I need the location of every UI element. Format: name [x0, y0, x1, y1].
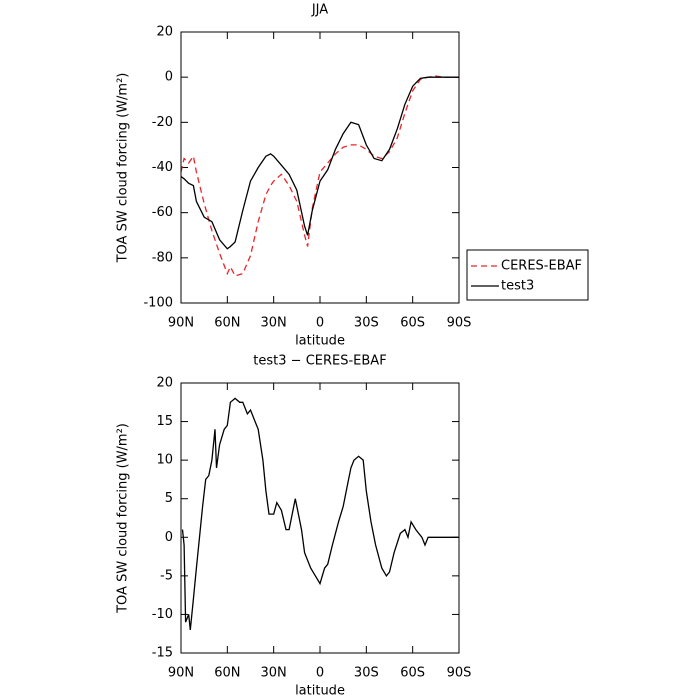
x-tick-label: 90N: [168, 666, 194, 681]
y-tick-label: -60: [152, 205, 173, 220]
chart-title: JJA: [311, 3, 328, 18]
y-tick-label: -100: [143, 296, 173, 311]
y-tick-label: -40: [152, 160, 173, 175]
x-tick-label: 30N: [261, 666, 287, 681]
x-tick-label: 90S: [447, 316, 472, 331]
x-tick-label: 30S: [354, 316, 379, 331]
x-axis-label: latitude: [295, 684, 345, 699]
plot-frame: [180, 31, 460, 304]
y-tick-label: 5: [165, 491, 173, 506]
x-axis-label: latitude: [295, 334, 345, 349]
x-tick-label: 90N: [168, 316, 194, 331]
y-tick-label: -5: [160, 568, 173, 583]
legend-label: test3: [501, 279, 534, 294]
x-tick-label: 30N: [261, 316, 287, 331]
x-tick-label: 60N: [214, 666, 240, 681]
y-tick-label: 0: [165, 530, 173, 545]
x-tick-label: 60S: [400, 316, 425, 331]
y-tick-label: -10: [152, 607, 173, 622]
x-tick-label: 0: [316, 666, 324, 681]
data-line: [180, 75, 459, 277]
y-tick-label: 0: [165, 70, 173, 85]
x-tick-label: 60N: [214, 316, 240, 331]
y-tick-label: 20: [156, 376, 173, 391]
x-tick-label: 90S: [447, 666, 472, 681]
y-tick-label: -20: [152, 115, 173, 130]
data-line: [181, 397, 459, 630]
legend-box: [466, 249, 589, 301]
y-axis-label: TOA SW cloud forcing (W/m²): [116, 73, 131, 264]
y-tick-label: 20: [156, 25, 173, 40]
y-tick-label: 10: [156, 453, 173, 468]
x-tick-label: 30S: [354, 666, 379, 681]
x-tick-label: 0: [316, 316, 324, 331]
chart-title: test3 − CERES-EBAF: [253, 354, 386, 369]
y-axis-label: TOA SW cloud forcing (W/m²): [116, 423, 131, 614]
data-line: [180, 76, 459, 250]
x-tick-label: 60S: [400, 666, 425, 681]
plot-frame: [180, 382, 460, 654]
y-tick-label: -15: [152, 646, 173, 661]
legend-label: CERES-EBAF: [501, 259, 582, 274]
y-tick-label: 15: [156, 414, 173, 429]
y-tick-label: -80: [152, 250, 173, 265]
